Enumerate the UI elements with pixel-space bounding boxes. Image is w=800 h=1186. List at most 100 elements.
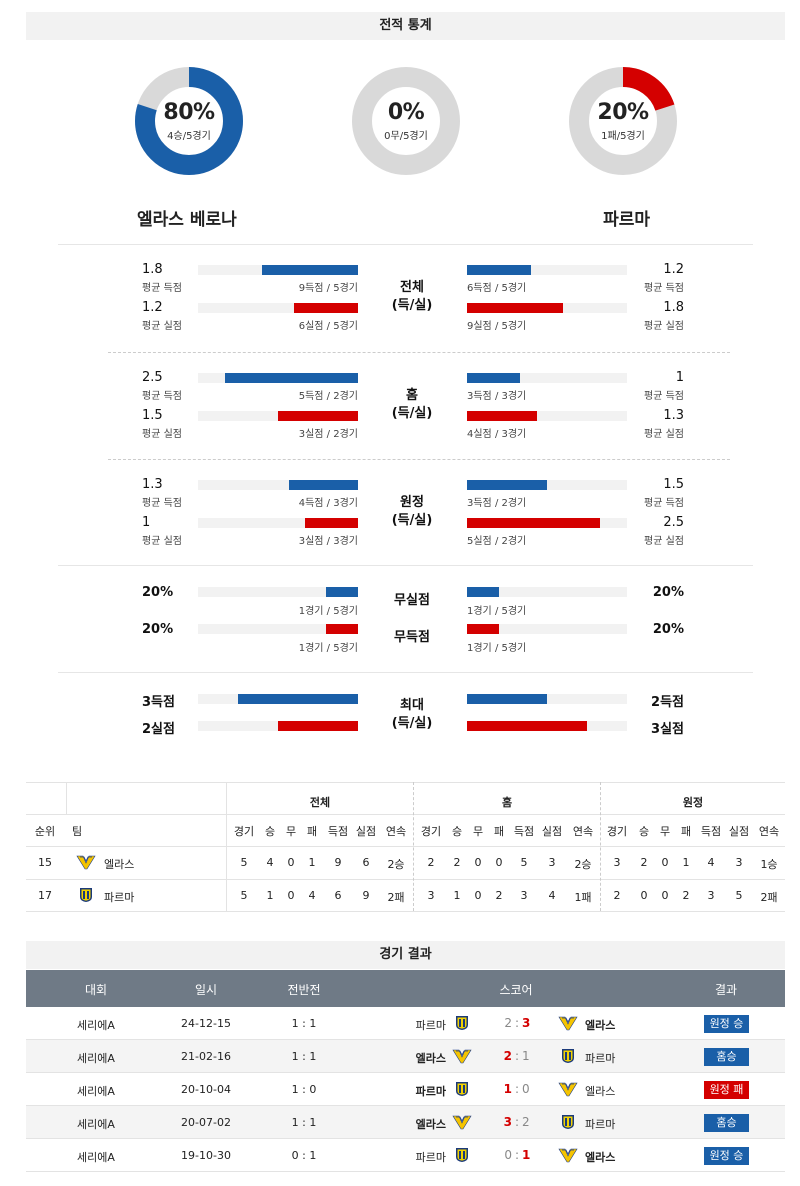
donut-1: 80% 4승/5경기 (134, 66, 244, 176)
standings-vrule (413, 782, 414, 911)
away-max-bar-track (467, 694, 627, 704)
parma-crest-icon (456, 1082, 468, 1096)
donut-arc (135, 67, 243, 175)
standings-cell: 1 (453, 889, 461, 902)
standings-cell: 2승 (387, 858, 405, 871)
home-max-value: 3득점 (142, 695, 175, 710)
standings-team-name: 엘라스 (104, 858, 135, 871)
away-stat-value: 1.5 (663, 477, 684, 492)
standings-col-header: 무 (285, 825, 297, 838)
result-home-team: 파르마 (415, 1085, 446, 1098)
result-halftime: 1 : 0 (291, 1083, 317, 1096)
standings-rule (26, 814, 785, 815)
result-away-team: 엘라스 (585, 1085, 616, 1098)
away-max-value: 3실점 (651, 722, 684, 737)
max-sublabel: (득/실) (391, 716, 433, 731)
result-row: 세리에A 20-07-02 1 : 1 엘라스 3:2 파르마 홈승 (26, 1106, 785, 1139)
home-stat-bar (262, 265, 358, 275)
result-away-team: 파르마 (585, 1118, 616, 1131)
standings-cell: 3 (613, 856, 621, 869)
home-stat-value: 1 (142, 515, 151, 530)
col-half: 전반전 (287, 983, 321, 997)
home-stat-caption: 6실점 / 5경기 (298, 321, 358, 332)
home-stat-bar (225, 373, 358, 383)
home-clean-value: 20% (142, 622, 174, 637)
standings-cell: 4 (548, 889, 556, 902)
home-clean-bar (326, 624, 358, 634)
col-result: 결과 (714, 983, 738, 997)
standings-cell: 6 (362, 856, 370, 869)
result-row: 세리에A 20-10-04 1 : 0 파르마 1:0 엘라스 원정 패 (26, 1073, 785, 1106)
standings-col-header: 경기 (420, 825, 442, 838)
standings-cell: 0 (495, 856, 503, 869)
standings-cell: 3 (735, 856, 743, 869)
away-stat-label: 평균 실점 (644, 321, 684, 332)
home-stat-caption: 4득점 / 3경기 (298, 498, 358, 509)
home-max-bar-track (198, 694, 358, 704)
standings-cell: 2 (613, 889, 621, 902)
standings-cell: 4 (266, 856, 274, 869)
result-row: 세리에A 19-10-30 0 : 1 파르마 0:1 엘라스 원정 승 (26, 1139, 785, 1172)
away-clean-bar-track (467, 624, 627, 634)
standings-cell: 2 (495, 889, 503, 902)
away-max-bar (467, 721, 587, 731)
away-stat-caption: 3득점 / 2경기 (467, 498, 527, 509)
stat-group-sublabel: (득/실) (391, 406, 433, 421)
away-stat-label: 평균 실점 (644, 536, 684, 547)
clean-label: 무실점 (394, 593, 430, 608)
standings-cell: 6 (334, 889, 342, 902)
standings-col-header: 연속 (385, 825, 407, 838)
home-clean-caption: 1경기 / 5경기 (298, 643, 358, 654)
home-stat-bar-track (198, 303, 358, 313)
away-stat-caption: 9실점 / 5경기 (467, 321, 527, 332)
standings-rule (26, 782, 785, 783)
verona-crest-icon (558, 1016, 578, 1031)
donut-subtext: 4승/5경기 (167, 131, 211, 142)
standings-cell: 4 (308, 889, 316, 902)
standings-cell: 0 (661, 856, 669, 869)
verona-crest-icon (558, 1148, 578, 1163)
home-max-bar (238, 694, 358, 704)
result-away-score: 3 (522, 1016, 531, 1030)
away-stat-caption: 6득점 / 5경기 (467, 283, 527, 294)
result-home-score: 0 (504, 1148, 512, 1162)
result-date: 20-10-04 (181, 1083, 231, 1096)
away-stat-bar (467, 373, 520, 383)
away-stat-label: 평균 득점 (644, 283, 684, 294)
result-league: 세리에A (77, 1085, 115, 1098)
dashed-divider (108, 352, 730, 353)
home-stat-bar-track (198, 265, 358, 275)
result-halftime: 0 : 1 (291, 1149, 317, 1162)
result-badge: 홈승 (704, 1048, 749, 1066)
standings-team-name: 파르마 (104, 891, 135, 904)
home-stat-label: 평균 득점 (142, 283, 182, 294)
home-stat-label: 평균 실점 (142, 321, 182, 332)
home-stat-caption: 5득점 / 2경기 (298, 391, 358, 402)
away-clean-value: 20% (652, 622, 684, 637)
standings-col-header: 실점 (355, 825, 377, 838)
standings-cell: 4 (707, 856, 715, 869)
home-stat-value: 1.3 (142, 477, 163, 492)
result-halftime: 1 : 1 (291, 1017, 317, 1030)
result-league: 세리에A (77, 1151, 115, 1164)
home-clean-bar (326, 587, 358, 597)
score-separator: : (515, 1148, 520, 1162)
away-stat-label: 평균 득점 (644, 391, 684, 402)
away-stat-label: 평균 득점 (644, 498, 684, 509)
standings-col-header: 연속 (758, 825, 780, 838)
result-league: 세리에A (77, 1019, 115, 1032)
away-stat-bar (467, 265, 531, 275)
divider (58, 244, 753, 245)
donut-ring (135, 67, 243, 175)
result-row: 세리에A 24-12-15 1 : 1 파르마 2:3 엘라스 원정 승 (26, 1007, 785, 1040)
result-league: 세리에A (77, 1118, 115, 1131)
donut-track (352, 67, 460, 175)
standings-cell: 3 (707, 889, 715, 902)
standings-cell: 9 (334, 856, 342, 869)
standings-col-header: 경기 (233, 825, 255, 838)
away-stat-bar (467, 518, 600, 528)
result-home-team: 파르마 (415, 1151, 446, 1164)
away-max-bar-track (467, 721, 627, 731)
home-max-bar-track (198, 721, 358, 731)
result-league: 세리에A (77, 1052, 115, 1065)
